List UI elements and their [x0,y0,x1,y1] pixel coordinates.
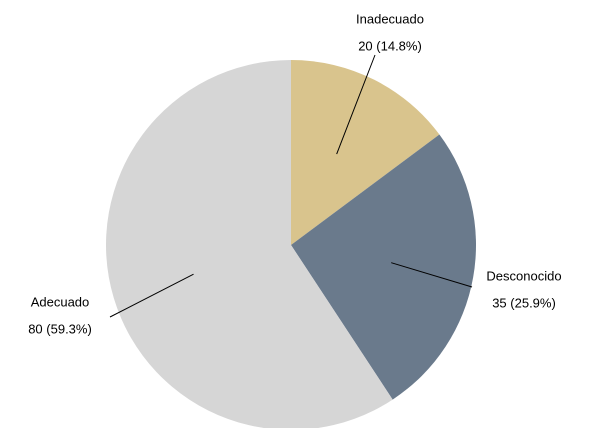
slice-label: Desconocido [486,268,561,283]
slice-value-label: 80 (59.3%) [28,321,92,336]
leader-line [109,273,194,318]
leader-line [391,262,473,288]
slice-value-label: 20 (14.8%) [358,38,422,53]
slice-label: Inadecuado [356,11,424,26]
pie-slice [106,60,393,428]
slice-label: Adecuado [31,294,90,309]
pie-slice [291,60,440,245]
leader-line [336,54,376,155]
slice-value-label: 35 (25.9%) [492,295,556,310]
pie-slice [291,134,477,400]
